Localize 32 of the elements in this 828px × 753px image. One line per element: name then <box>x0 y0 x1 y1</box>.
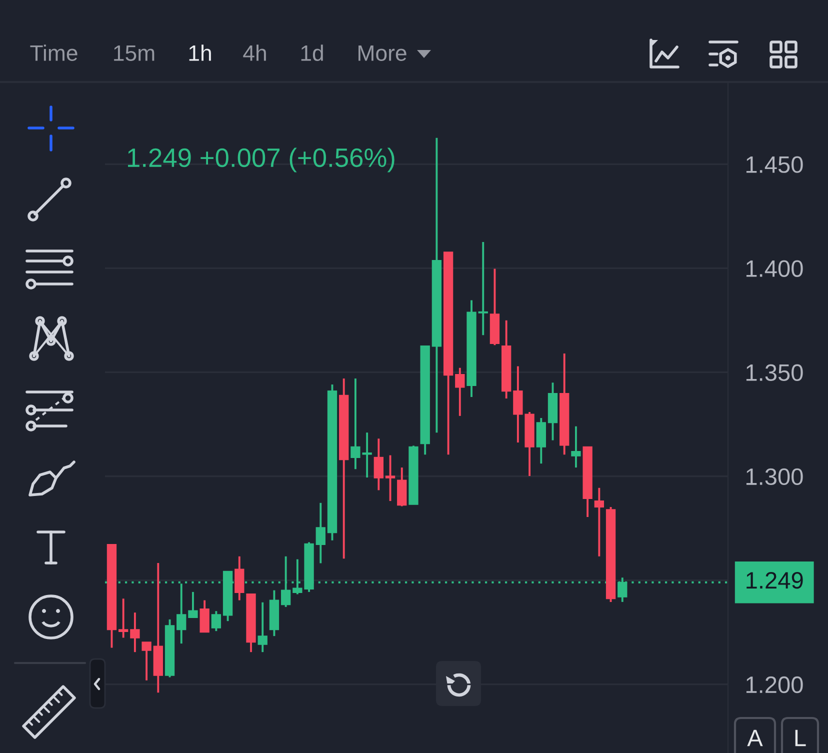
text: L <box>795 730 806 746</box>
candlestick <box>258 601 268 654</box>
candlestick <box>200 599 210 634</box>
candlestick <box>374 438 384 492</box>
text: 1.249 +0.007 (+0.56%) <box>128 148 394 172</box>
candlestick <box>176 582 186 645</box>
text: 15m <box>114 45 154 61</box>
text: A <box>747 730 763 746</box>
text: 1h <box>189 44 211 61</box>
candlestick <box>130 612 140 654</box>
candlestick <box>211 610 222 632</box>
y-tick-label: 1.200 <box>746 676 803 694</box>
candlestick <box>118 598 128 639</box>
y-tick-label: 1.450 <box>746 156 803 173</box>
y-tick-label: 1.350 <box>746 364 803 382</box>
text: More <box>358 45 406 61</box>
candlestick <box>234 555 244 602</box>
y-tick-label: 1.300 <box>746 468 803 486</box>
candlestick <box>280 555 291 608</box>
candlestick <box>594 486 604 558</box>
y-tick-label: 1.400 <box>746 260 803 277</box>
candlestick <box>188 590 198 619</box>
candlestick <box>385 454 396 502</box>
candlestick <box>455 366 465 417</box>
candlestick <box>478 240 488 336</box>
text: 4h <box>243 44 266 61</box>
candlestick <box>316 502 326 564</box>
candlestick <box>142 641 152 682</box>
candlestick <box>571 425 581 468</box>
text: 1d <box>301 44 323 61</box>
text: Time <box>30 44 78 61</box>
ref-line-label: 1.249 <box>746 572 803 589</box>
